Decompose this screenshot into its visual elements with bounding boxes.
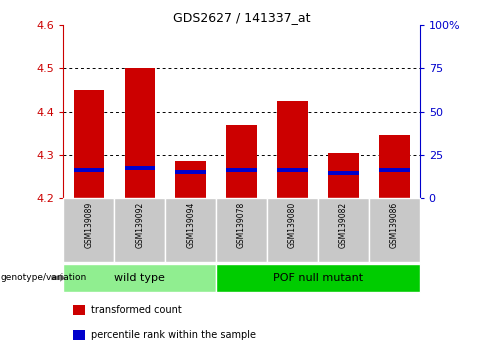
Bar <box>63 264 216 292</box>
Bar <box>175 170 206 175</box>
Bar <box>379 168 409 172</box>
Bar <box>277 101 308 198</box>
Text: GSM139089: GSM139089 <box>84 201 93 248</box>
Bar <box>267 198 318 262</box>
Bar <box>73 330 85 341</box>
Text: GSM139092: GSM139092 <box>135 201 144 248</box>
Bar <box>379 135 409 198</box>
Text: percentile rank within the sample: percentile rank within the sample <box>91 330 256 341</box>
Text: wild type: wild type <box>114 273 165 283</box>
Bar <box>328 171 359 175</box>
Text: GSM139082: GSM139082 <box>339 201 348 247</box>
Bar <box>124 68 155 198</box>
Text: GSM139086: GSM139086 <box>390 201 399 248</box>
Bar <box>74 168 104 172</box>
Bar <box>165 198 216 262</box>
Bar <box>369 198 420 262</box>
Text: transformed count: transformed count <box>91 305 181 315</box>
Bar <box>277 168 308 172</box>
Bar <box>216 198 267 262</box>
Bar <box>328 153 359 198</box>
Bar <box>114 198 165 262</box>
Bar <box>73 305 85 315</box>
Bar <box>226 168 257 172</box>
Bar <box>175 161 206 198</box>
Title: GDS2627 / 141337_at: GDS2627 / 141337_at <box>173 11 310 24</box>
Bar <box>318 198 369 262</box>
Bar <box>63 198 114 262</box>
Bar <box>74 90 104 198</box>
Bar <box>226 125 257 198</box>
Text: genotype/variation: genotype/variation <box>1 273 87 282</box>
Bar <box>124 166 155 170</box>
Text: POF null mutant: POF null mutant <box>273 273 363 283</box>
Text: GSM139080: GSM139080 <box>288 201 297 248</box>
Bar <box>216 264 420 292</box>
Text: GSM139094: GSM139094 <box>186 201 195 248</box>
Text: GSM139078: GSM139078 <box>237 201 246 248</box>
